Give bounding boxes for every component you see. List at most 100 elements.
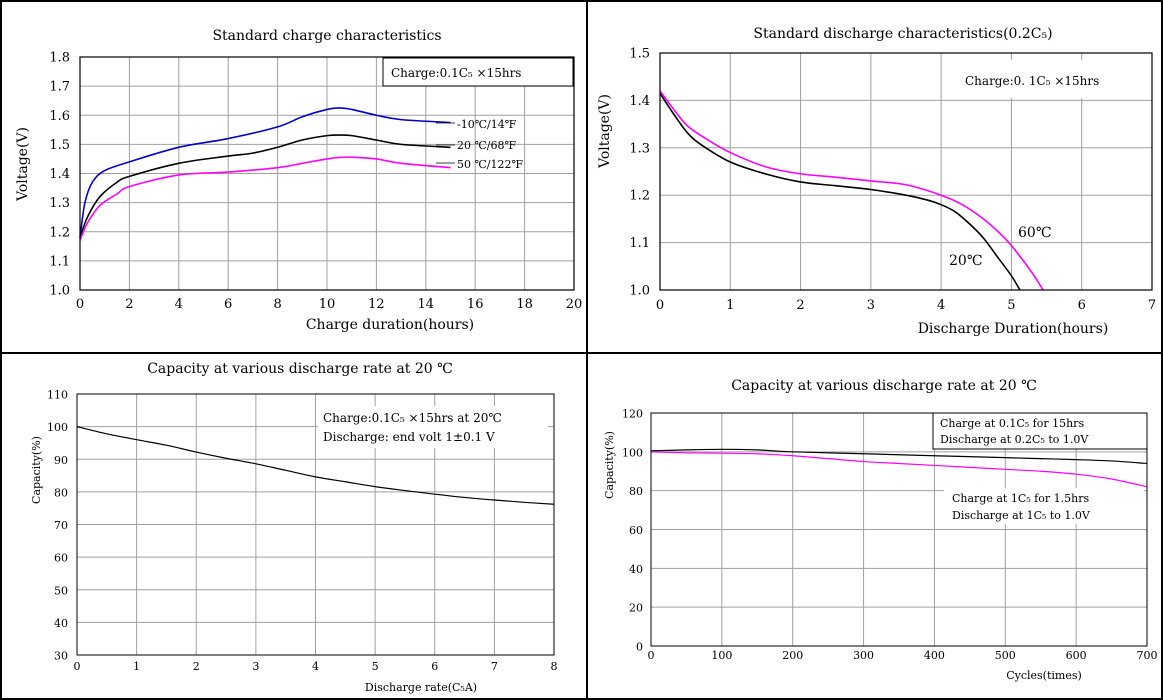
y-tick-label: 0 xyxy=(636,641,643,654)
chart-capacity-rate-annotation-1: Charge:0.1C₅ ×15hrs at 20℃ xyxy=(323,411,502,425)
y-tick-label: 1.2 xyxy=(49,225,70,240)
x-tick-label: 20 xyxy=(566,297,583,312)
x-tick-label: 0 xyxy=(74,660,81,673)
chart-capacity-rate-plot-frame xyxy=(76,393,555,656)
y-tick-label: 1.5 xyxy=(629,47,650,62)
y-tick-label: 80 xyxy=(629,485,643,498)
chart-charge-plot-frame xyxy=(79,56,575,291)
x-tick-label: 5 xyxy=(1007,298,1015,313)
y-tick-label: 50 xyxy=(54,584,68,597)
x-tick-label: 16 xyxy=(467,297,484,312)
y-tick-label: 70 xyxy=(54,519,68,532)
series-line-black-0 xyxy=(76,426,555,505)
chart-discharge-plot-frame xyxy=(659,52,1153,291)
y-tick-label: 1.3 xyxy=(629,141,650,156)
y-tick-label: 40 xyxy=(629,563,643,576)
chart-discharge-annotation-box xyxy=(950,60,1150,98)
x-tick-label: 400 xyxy=(924,649,945,662)
y-tick-label: 30 xyxy=(54,650,68,663)
y-tick-label: 60 xyxy=(54,552,68,565)
chart-capacity-rate-xlabel: Discharge rate(C₅A) xyxy=(365,681,477,694)
y-tick-label: 1.1 xyxy=(49,254,70,269)
y-tick-label: 110 xyxy=(47,389,68,402)
x-tick-label: 100 xyxy=(711,649,732,662)
y-tick-label: 60 xyxy=(629,524,643,537)
y-tick-label: 1.5 xyxy=(49,138,70,153)
legend-label-minus10: -10℃/14℉ xyxy=(457,118,516,131)
chart-capacity-cycles-ylabel: Capacity(%) xyxy=(603,431,616,499)
series-line-magenta-2 xyxy=(79,156,451,241)
x-tick-label: 3 xyxy=(252,660,259,673)
y-tick-label: 1.7 xyxy=(49,80,70,95)
chart-capacity-cycles-annotation-1: Charge at 0.1C₅ for 15hrs xyxy=(940,417,1084,430)
chart-charge-xlabel: Charge duration(hours) xyxy=(306,317,474,333)
x-tick-label: 1 xyxy=(133,660,140,673)
series-line-magenta-1 xyxy=(659,90,1044,291)
x-tick-label: 3 xyxy=(867,298,875,313)
chart-capacity-cycles-annotation-3: Charge at 1C₅ for 1.5hrs xyxy=(952,492,1089,505)
x-tick-label: 6 xyxy=(224,297,232,312)
chart-discharge-title: Standard discharge characteristics(0.2C₅… xyxy=(753,26,1052,42)
x-tick-label: 6 xyxy=(1078,298,1086,313)
chart-discharge: Standard discharge characteristics(0.2C₅… xyxy=(597,26,1156,337)
y-tick-label: 20 xyxy=(629,602,643,615)
chart-capacity-rate-title: Capacity at various discharge rate at 20… xyxy=(147,361,453,377)
chart-charge-title: Standard charge characteristics xyxy=(212,28,441,44)
x-tick-label: 0 xyxy=(76,297,84,312)
legend-label-50: 50 ℃/122℉ xyxy=(457,158,523,171)
y-tick-label: 90 xyxy=(54,454,68,467)
chart-capacity-cycles-title: Capacity at various discharge rate at 20… xyxy=(731,378,1037,394)
x-tick-label: 300 xyxy=(853,649,874,662)
chart-charge: Standard charge characteristics 0 2 4 6 8 10 1… xyxy=(15,28,582,333)
x-tick-label: 0 xyxy=(656,298,664,313)
series-line-blue-0 xyxy=(79,107,451,238)
x-tick-label: 14 xyxy=(418,297,435,312)
chart-capacity-cycles-plot-frame xyxy=(650,412,1148,647)
x-tick-label: 700 xyxy=(1137,649,1158,662)
x-tick-label: 7 xyxy=(491,660,498,673)
x-tick-label: 4 xyxy=(175,297,183,312)
chart-capacity-cycles: Capacity at various discharge rate at 20… xyxy=(603,378,1158,682)
y-tick-label: 1.0 xyxy=(629,284,650,299)
chart-capacity-rate-ylabel: Capacity(%) xyxy=(30,436,43,504)
y-tick-label: 80 xyxy=(54,486,68,499)
series-label-60c: 60℃ xyxy=(1018,225,1051,241)
y-tick-label: 1.3 xyxy=(49,196,70,211)
y-tick-label: 1.8 xyxy=(49,51,70,66)
chart-capacity-cycles-annotation-4: Discharge at 1C₅ to 1.0V xyxy=(952,509,1091,522)
series-label-20c: 20℃ xyxy=(949,253,982,269)
x-tick-label: 8 xyxy=(273,297,281,312)
x-tick-label: 18 xyxy=(516,297,533,312)
y-tick-label: 1.1 xyxy=(629,236,650,251)
x-tick-label: 12 xyxy=(368,297,385,312)
x-tick-label: 8 xyxy=(551,660,558,673)
x-tick-label: 6 xyxy=(431,660,438,673)
y-tick-label: 1.0 xyxy=(49,284,70,299)
chart-charge-ylabel: Voltage(V) xyxy=(15,127,31,202)
chart-capacity-cycles-xlabel: Cycles(times) xyxy=(1006,669,1082,682)
series-line-black-1 xyxy=(79,134,451,238)
x-tick-label: 2 xyxy=(796,298,804,313)
series-line-black-0 xyxy=(650,448,1148,465)
x-tick-label: 500 xyxy=(995,649,1016,662)
chart-capacity-cycles-annotation-box-1 xyxy=(932,412,1148,450)
chart-capacity-rate: Capacity at various discharge rate at 20… xyxy=(30,361,558,694)
y-tick-label: 1.6 xyxy=(49,109,70,124)
series-line-black-0 xyxy=(659,92,1021,291)
series-line-magenta-1 xyxy=(650,451,1148,488)
chart-discharge-annotation: Charge:0. 1C₅ ×15hrs xyxy=(965,74,1099,88)
y-tick-label: 100 xyxy=(47,421,68,434)
x-tick-label: 4 xyxy=(312,660,319,673)
chart-discharge-ylabel: Voltage(V) xyxy=(597,94,613,169)
chart-charge-annotation: Charge:0.1C₅ ×15hrs xyxy=(391,66,521,80)
y-tick-label: 1.4 xyxy=(49,167,70,182)
chart-capacity-cycles-annotation-2: Discharge at 0.2C₅ to 1.0V xyxy=(940,433,1089,446)
x-tick-label: 5 xyxy=(372,660,379,673)
y-tick-label: 40 xyxy=(54,617,68,630)
x-tick-label: 7 xyxy=(1148,298,1156,313)
x-tick-label: 2 xyxy=(125,297,133,312)
chart-capacity-rate-annotation-2: Discharge: end volt 1±0.1 V xyxy=(323,430,495,444)
chart-charge-annotation-box xyxy=(382,57,574,87)
